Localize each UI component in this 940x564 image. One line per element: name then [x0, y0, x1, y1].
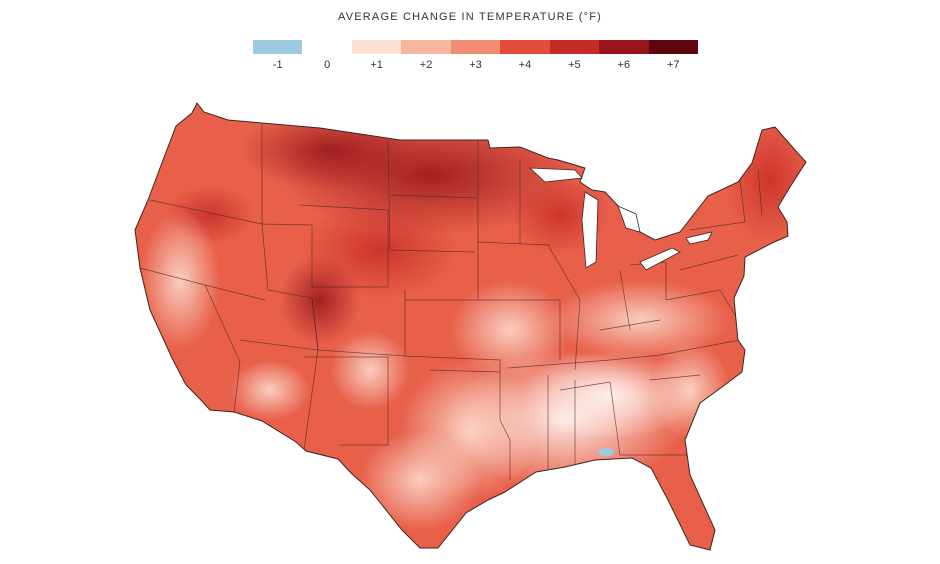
legend-tick-label: -1 — [272, 59, 283, 71]
great-lakes — [528, 167, 713, 271]
legend-tick-label: +4 — [518, 59, 532, 71]
legend-tick-label: +1 — [370, 59, 383, 71]
legend-swatch — [599, 40, 649, 54]
legend-color-scale — [253, 40, 698, 54]
legend-tick-label: +5 — [568, 59, 581, 71]
legend-swatch — [450, 40, 501, 54]
legend-tick-label: +2 — [419, 59, 433, 71]
temperature-field — [135, 103, 806, 550]
legend-swatch — [500, 40, 550, 54]
legend-tick-label: +7 — [666, 59, 680, 71]
legend-swatch — [549, 40, 600, 54]
legend-swatch — [648, 40, 698, 54]
legend-tick-label: +3 — [469, 59, 482, 71]
legend-tick-labels: -1 0 +1 +2 +3 +4 +5 +6 +7 — [253, 59, 698, 73]
legend-title: AVERAGE CHANGE IN TEMPERATURE (°F) — [337, 11, 602, 23]
legend-swatch — [401, 40, 451, 54]
legend-swatch — [302, 40, 352, 54]
legend-swatch — [351, 40, 402, 54]
legend-tick-label: 0 — [324, 59, 331, 71]
legend-tick-label: +6 — [617, 59, 631, 71]
legend-swatch — [253, 40, 303, 54]
cool-anomaly-spot — [598, 448, 614, 456]
